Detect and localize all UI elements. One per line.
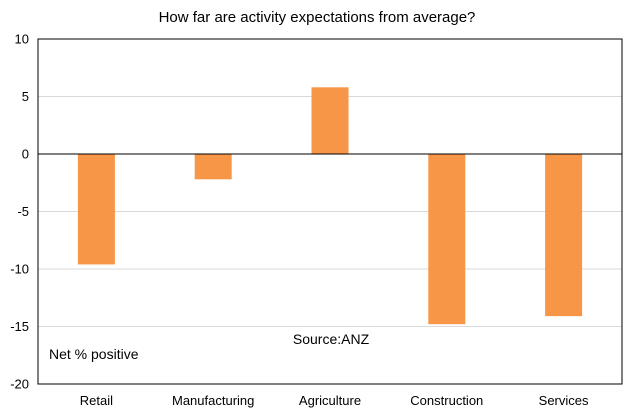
y-tick-label: -20	[10, 377, 29, 392]
unit-annotation: Net % positive	[49, 346, 139, 362]
y-tick-label: 0	[22, 147, 29, 162]
bar-construction	[428, 154, 466, 325]
bar-manufacturing	[194, 154, 232, 180]
bar-services	[545, 154, 583, 317]
x-category-labels: Retail Manufacturing Agriculture Constructi…	[80, 393, 589, 408]
y-tick-label: -15	[10, 319, 29, 334]
y-tick-label: 10	[15, 32, 29, 47]
y-tick-label: -10	[10, 262, 29, 277]
y-tick-label: 5	[22, 89, 29, 104]
source-annotation: Source:ANZ	[293, 331, 370, 347]
x-category-label: Construction	[410, 393, 483, 408]
x-category-label: Services	[539, 393, 589, 408]
x-category-label: Retail	[80, 393, 113, 408]
plot-frame	[37, 38, 623, 385]
y-tick-label: -5	[17, 204, 29, 219]
y-tick-labels: 10 5 0 -5 -10 -15 -20	[10, 32, 29, 392]
bar-agriculture	[311, 87, 349, 154]
x-category-label: Agriculture	[299, 393, 361, 408]
chart-title: How far are activity expectations from a…	[159, 9, 476, 26]
bars	[77, 87, 583, 325]
bar-retail	[77, 154, 115, 265]
x-category-label: Manufacturing	[172, 393, 254, 408]
